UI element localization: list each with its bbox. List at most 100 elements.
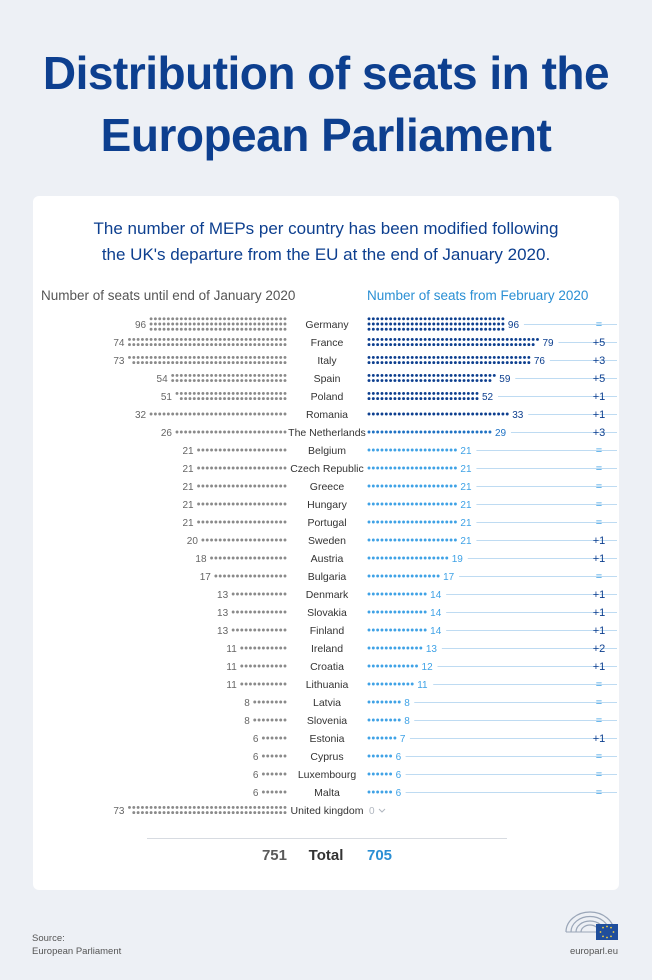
- new-seat-dot: [410, 574, 414, 578]
- old-seat-dot: [253, 538, 257, 542]
- new-seat-value: 33: [512, 410, 524, 421]
- old-seat-dot: [179, 379, 183, 383]
- new-seat-dot: [389, 610, 393, 614]
- new-seat-dot: [397, 355, 401, 359]
- new-seat-dot: [440, 520, 444, 524]
- new-seat-dot: [462, 322, 466, 326]
- old-seat-dot: [279, 391, 283, 395]
- seat-change-value: =: [596, 445, 602, 457]
- old-seat-dot: [274, 736, 278, 740]
- old-seat-dot: [166, 337, 170, 341]
- old-seat-dot: [261, 337, 265, 341]
- old-seat-dot: [179, 355, 183, 359]
- old-seat-dot: [197, 361, 201, 365]
- old-seat-dot: [210, 538, 214, 542]
- new-seat-dot: [466, 337, 470, 341]
- old-seat-dot: [236, 484, 239, 488]
- old-seat-dot: [166, 805, 170, 809]
- seat-change-value: =: [596, 697, 602, 709]
- new-seat-dot: [488, 322, 492, 326]
- new-seat-dot: [380, 397, 384, 401]
- new-seat-dot: [523, 355, 526, 359]
- new-seat-dot: [389, 592, 393, 596]
- old-seat-dot: [257, 355, 261, 359]
- new-seat-dot: [389, 343, 393, 347]
- old-seat-dot: [223, 361, 226, 365]
- new-seat-dot: [406, 412, 410, 416]
- old-seat-dot: [231, 379, 235, 383]
- new-seat-dot: [380, 327, 384, 331]
- old-seat-dot: [248, 502, 252, 506]
- new-seat-dot: [384, 412, 388, 416]
- old-seat-dot: [231, 502, 235, 506]
- old-seat-dot: [261, 322, 265, 326]
- new-seat-dot: [384, 556, 388, 560]
- new-seat-dot: [367, 373, 371, 377]
- new-seat-dot: [510, 343, 514, 347]
- new-seat-dot: [389, 397, 393, 401]
- old-seat-dot: [236, 628, 239, 632]
- old-seat-dot: [270, 466, 274, 470]
- old-seat-dot: [214, 373, 218, 377]
- old-seat-dot: [214, 484, 218, 488]
- new-seat-dot: [462, 391, 466, 395]
- old-seat-dot: [270, 790, 274, 794]
- new-seat-dot: [466, 373, 470, 377]
- new-seat-dot: [505, 337, 509, 341]
- new-seat-dot: [488, 379, 492, 383]
- old-seat-dot: [192, 391, 196, 395]
- new-seat-dot: [484, 379, 488, 383]
- country-label: Latvia: [313, 697, 341, 709]
- old-seat-dot: [253, 502, 257, 506]
- new-seat-dot: [466, 361, 470, 365]
- old-seat-dot: [274, 391, 278, 395]
- seat-change-value: +1: [593, 535, 606, 547]
- old-seat-dot: [266, 322, 270, 326]
- new-seat-dot: [484, 343, 488, 347]
- old-seat-dot: [179, 430, 183, 434]
- new-seat-dot: [384, 682, 388, 686]
- old-seat-dot: [236, 337, 239, 341]
- old-seat-dot: [283, 373, 287, 377]
- old-seat-dot: [253, 355, 257, 359]
- old-seat-dot: [240, 664, 244, 668]
- old-seat-dot: [223, 327, 226, 331]
- old-seat-dot: [153, 361, 157, 365]
- old-seat-dot: [274, 361, 278, 365]
- old-seat-dot: [188, 430, 192, 434]
- new-seat-dot: [432, 502, 436, 506]
- old-seat-dot: [261, 361, 265, 365]
- old-seat-dot: [253, 391, 257, 395]
- new-seat-dot: [376, 317, 380, 321]
- old-seat-dot: [175, 811, 179, 815]
- new-seat-dot: [397, 397, 401, 401]
- old-seat-dot: [227, 322, 231, 326]
- old-seat-dot: [223, 355, 226, 359]
- old-seat-dot: [283, 700, 287, 704]
- old-seat-dot: [218, 574, 222, 578]
- new-seat-dot: [440, 397, 444, 401]
- old-seat-dot: [248, 484, 252, 488]
- new-seat-dot: [436, 502, 440, 506]
- new-seat-dot: [471, 317, 475, 321]
- new-seat-dot: [466, 343, 470, 347]
- new-seat-dot: [432, 448, 436, 452]
- new-seat-dot: [406, 520, 410, 524]
- new-seat-dot: [380, 790, 384, 794]
- old-seat-dot: [145, 355, 149, 359]
- new-seat-dot: [380, 736, 384, 740]
- old-seat-dot: [132, 343, 136, 347]
- old-seat-value: 17: [200, 572, 212, 583]
- european-parliament-logo-icon: [565, 911, 618, 940]
- new-seat-dot: [397, 373, 401, 377]
- new-seat-dot: [384, 397, 388, 401]
- new-seat-dot: [415, 538, 418, 542]
- old-seat-dot: [248, 610, 252, 614]
- old-seat-dot: [162, 327, 166, 331]
- new-seat-dot: [402, 592, 406, 596]
